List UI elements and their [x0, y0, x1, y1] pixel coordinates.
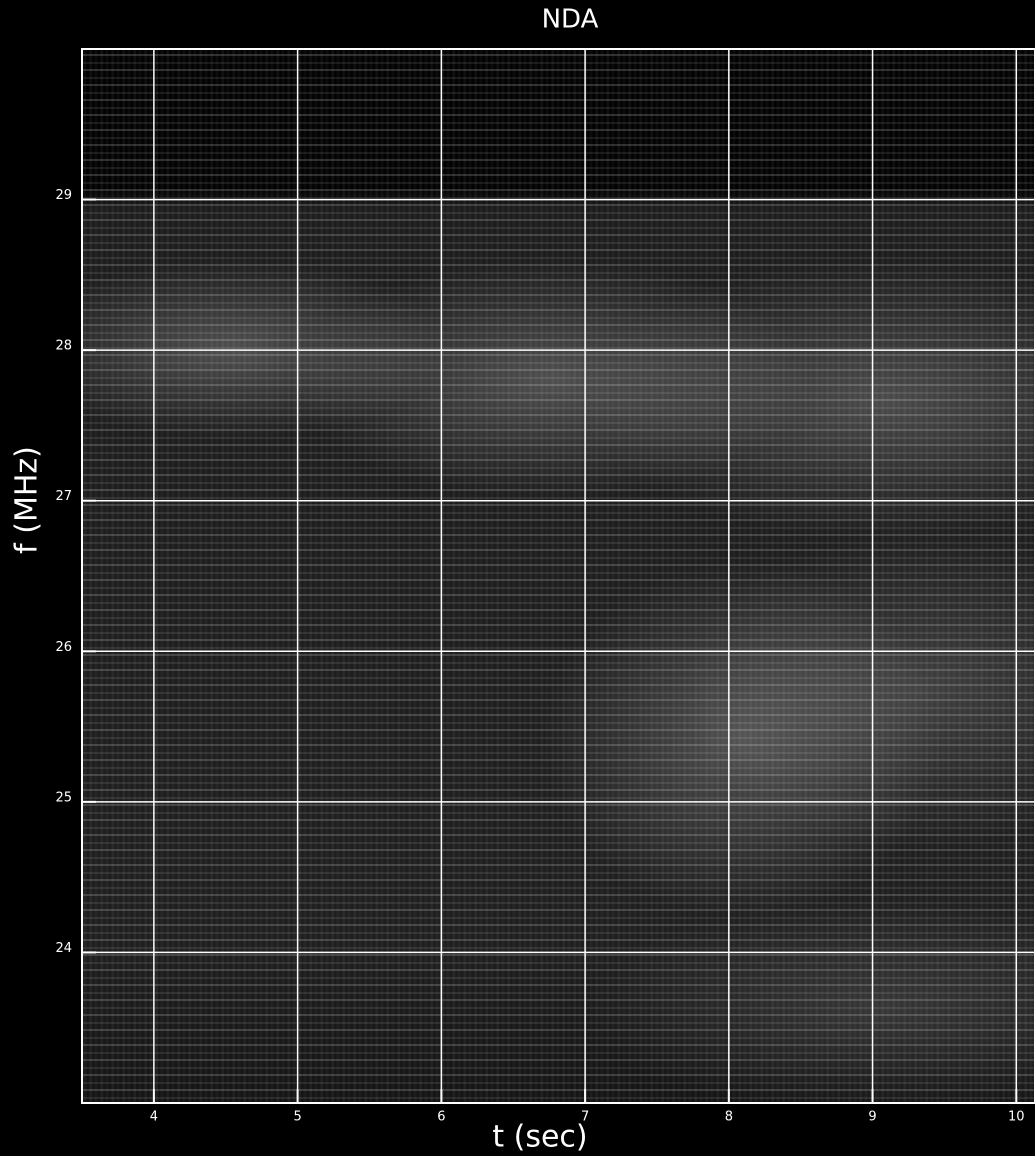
y-tick-label: 27 [55, 489, 72, 504]
x-tick-label: 4 [150, 1110, 158, 1125]
x-tick-label: 5 [293, 1110, 301, 1125]
chart-title: NDA [542, 5, 599, 35]
x-tick-label: 7 [581, 1110, 589, 1125]
x-tick-label: 6 [437, 1110, 445, 1125]
y-tick-label: 29 [55, 188, 72, 203]
y-tick-label: 26 [55, 640, 72, 655]
x-tick-label: 8 [725, 1110, 733, 1125]
y-axis-label: f (MHz) [10, 446, 45, 554]
plot-frame [81, 48, 1035, 1104]
spectrogram-image [82, 49, 1035, 1103]
x-tick-label: 10 [1008, 1110, 1025, 1125]
y-tick-label: 28 [55, 339, 72, 354]
x-axis-label: t (sec) [492, 1120, 587, 1155]
x-tick-label: 9 [868, 1110, 876, 1125]
y-tick-label: 25 [55, 790, 72, 805]
y-tick-label: 24 [55, 941, 72, 956]
